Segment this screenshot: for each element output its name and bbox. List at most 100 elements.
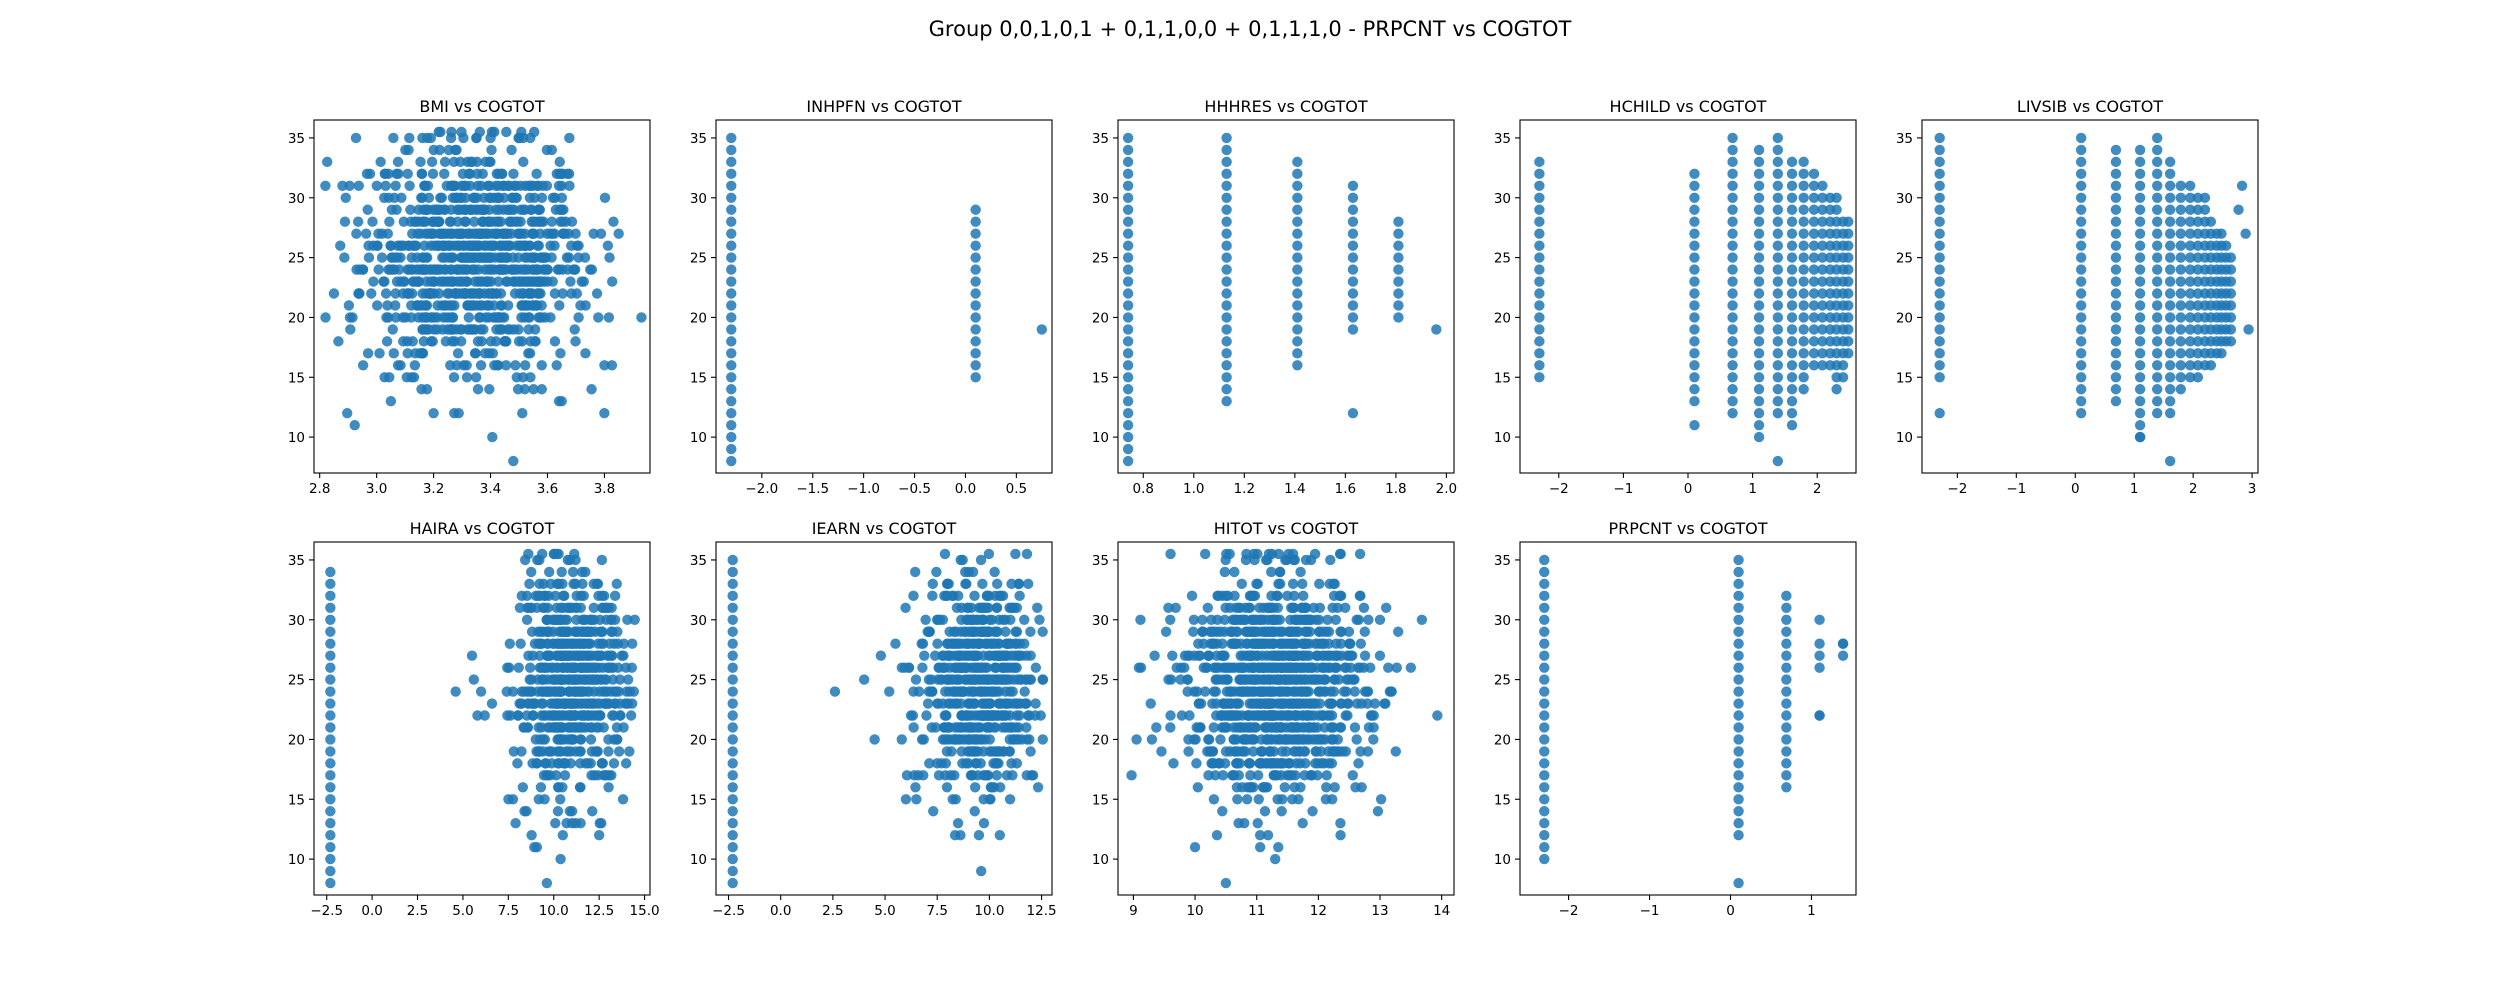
data-point — [427, 168, 439, 180]
data-point — [529, 324, 541, 335]
axes-frame — [313, 541, 651, 896]
data-point — [320, 312, 331, 323]
data-point — [513, 710, 524, 721]
data-point — [1337, 746, 1348, 757]
data-point — [984, 698, 996, 709]
data-point — [1733, 638, 1744, 649]
data-point — [1753, 228, 1765, 239]
data-point — [1781, 782, 1792, 793]
data-point — [1354, 590, 1366, 602]
subplot-title: HAIRA vs COGTOT — [410, 519, 555, 538]
data-point — [428, 407, 439, 419]
data-point — [1781, 638, 1792, 649]
data-point — [376, 252, 388, 263]
data-point — [911, 794, 922, 805]
x-tick-label: 3.2 — [423, 481, 444, 497]
data-point — [609, 614, 621, 625]
data-point — [1934, 288, 1945, 299]
data-point — [927, 590, 938, 602]
data-point — [385, 396, 397, 407]
x-tick-label: −2.0 — [745, 481, 778, 497]
data-point — [948, 686, 959, 697]
data-point — [1004, 794, 1016, 805]
data-point — [1733, 782, 1744, 793]
data-point — [1534, 336, 1545, 347]
data-point — [2225, 300, 2237, 311]
data-point — [727, 722, 738, 733]
data-point — [325, 818, 336, 829]
data-point — [554, 156, 565, 168]
data-point — [1032, 602, 1043, 614]
data-point — [2216, 228, 2227, 239]
data-point — [1122, 300, 1134, 311]
subplot-title: IEARN vs COGTOT — [812, 519, 957, 538]
data-point — [468, 264, 479, 275]
y-tick-label: 20 — [690, 310, 707, 326]
data-point — [985, 674, 996, 685]
data-point — [510, 192, 521, 203]
data-point — [1290, 770, 1301, 781]
data-point — [726, 348, 737, 359]
data-point — [1330, 638, 1342, 649]
data-point — [1786, 228, 1798, 239]
data-point — [932, 614, 943, 625]
data-point — [966, 770, 977, 781]
data-point — [417, 132, 428, 144]
data-point — [1292, 300, 1303, 311]
data-point — [1234, 614, 1246, 625]
data-point — [1217, 638, 1228, 649]
data-point — [1753, 180, 1765, 192]
data-point — [580, 650, 592, 661]
data-point — [2134, 204, 2146, 215]
data-point — [1843, 336, 1854, 347]
data-point — [1817, 360, 1828, 371]
data-point — [1837, 360, 1849, 371]
data-point — [1798, 324, 1809, 335]
data-point — [455, 336, 467, 347]
data-point — [1831, 192, 1842, 203]
data-point — [1689, 396, 1700, 407]
data-point — [927, 578, 938, 590]
data-point — [335, 240, 346, 251]
data-point — [1753, 312, 1765, 323]
data-point — [536, 548, 548, 560]
data-point — [1432, 710, 1443, 721]
data-point — [2152, 396, 2163, 407]
data-point — [943, 674, 955, 685]
data-point — [371, 180, 383, 192]
data-point — [1189, 686, 1200, 697]
data-point — [1281, 746, 1292, 757]
data-point — [945, 698, 956, 709]
data-point — [1781, 662, 1792, 673]
y-tick-label: 25 — [1494, 251, 1511, 267]
data-point — [325, 806, 336, 817]
data-point — [1343, 698, 1354, 709]
data-point — [1733, 578, 1744, 590]
x-tick-label: 14 — [1433, 903, 1450, 919]
y-tick-label: 10 — [1494, 430, 1511, 446]
data-point — [539, 734, 551, 745]
data-point — [1539, 590, 1550, 602]
y-tick-label: 10 — [690, 430, 707, 446]
data-point — [447, 324, 458, 335]
data-point — [573, 650, 584, 661]
data-point — [536, 722, 547, 733]
data-point — [472, 168, 483, 180]
data-point — [593, 590, 604, 602]
data-point — [1733, 698, 1744, 709]
data-point — [1347, 288, 1359, 299]
data-point — [1314, 698, 1325, 709]
data-point — [1753, 168, 1765, 180]
data-point — [1022, 578, 1034, 590]
data-point — [1000, 626, 1011, 637]
data-point — [562, 626, 574, 637]
data-point — [1340, 662, 1352, 673]
data-point — [547, 698, 559, 709]
data-point — [1786, 156, 1798, 168]
data-point — [458, 360, 469, 371]
data-point — [1298, 590, 1309, 602]
x-tick-label: 10.0 — [539, 903, 569, 919]
data-point — [1534, 180, 1545, 192]
data-point — [1733, 829, 1744, 841]
